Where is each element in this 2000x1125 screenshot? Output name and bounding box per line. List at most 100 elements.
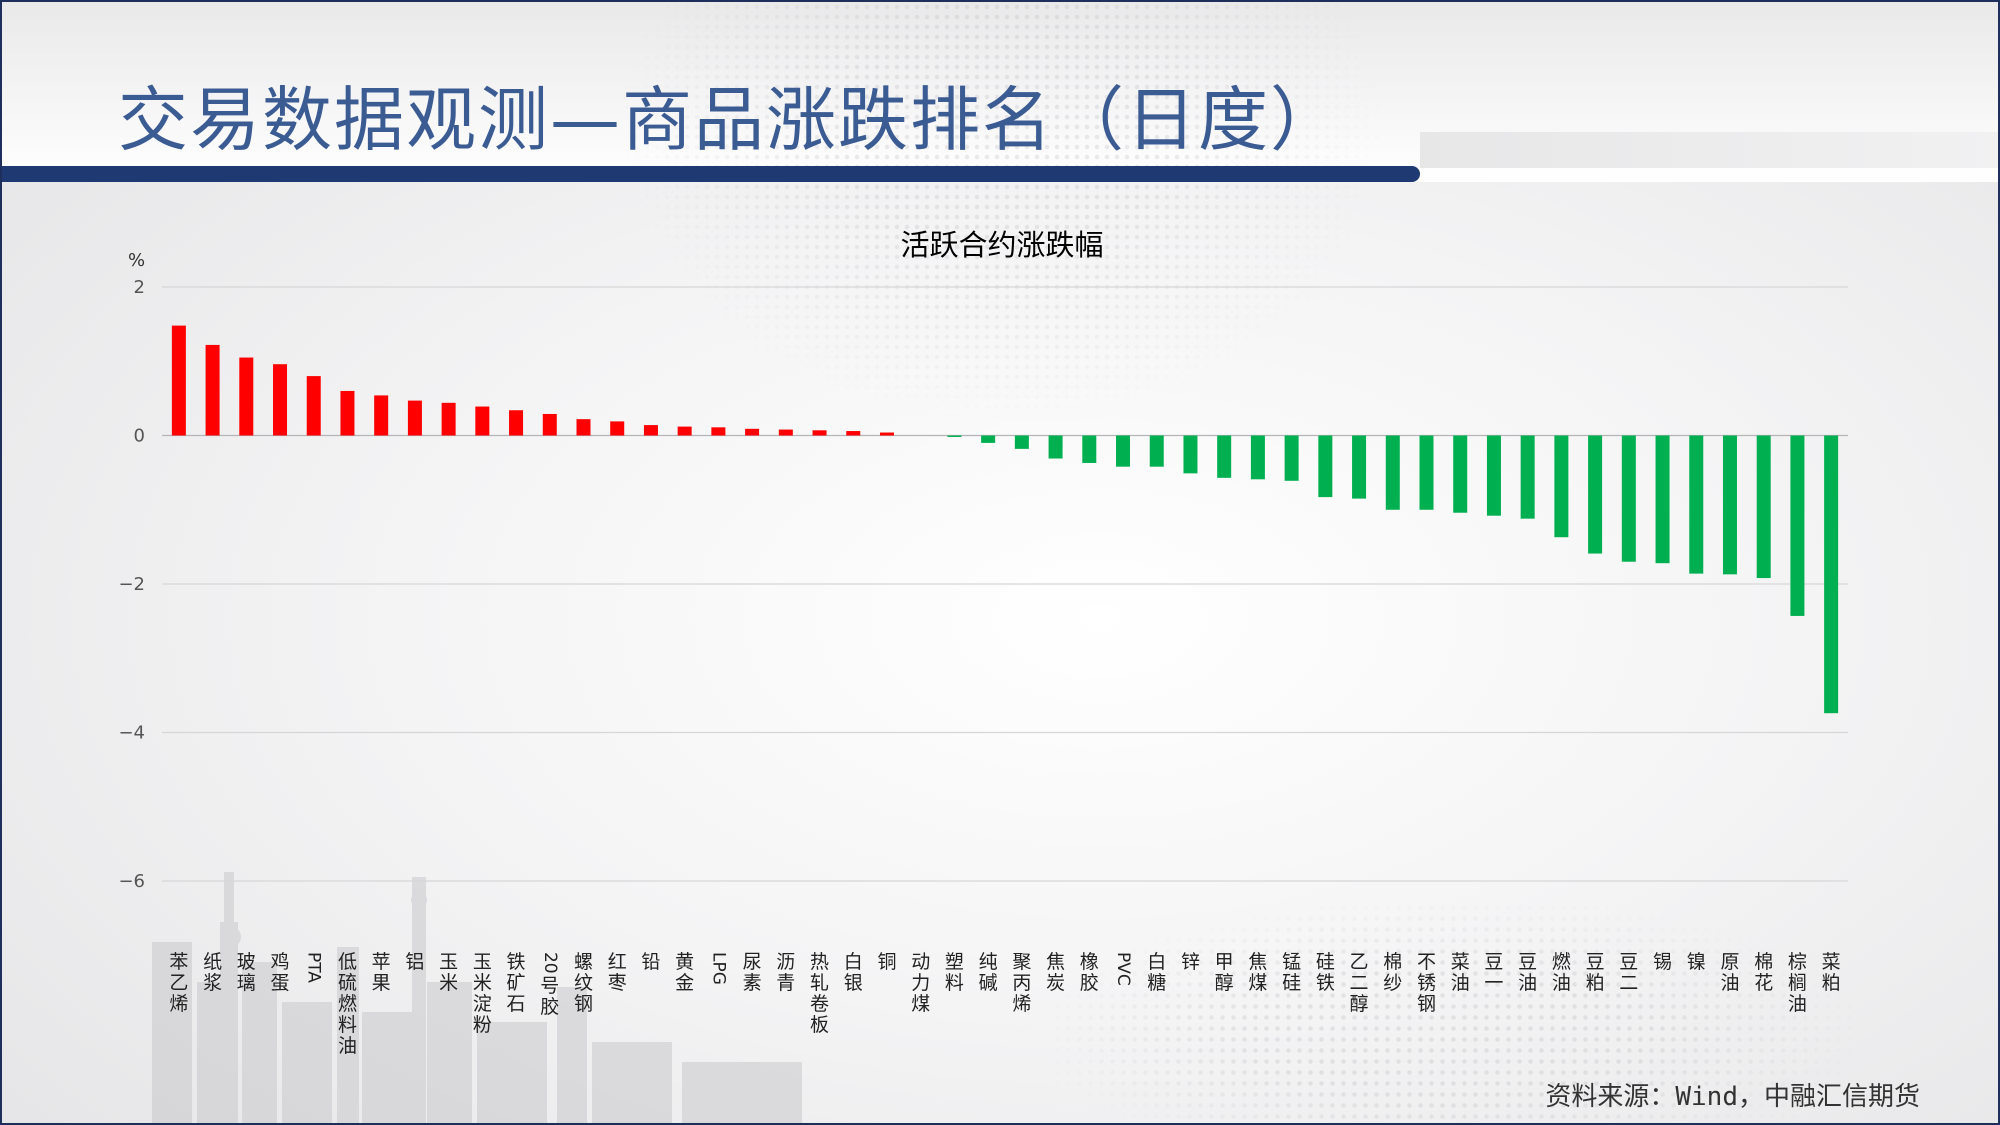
globe-decoration [1052, 902, 1852, 1123]
svg-text:油: 油 [338, 1035, 357, 1057]
x-category-label: LPG [708, 952, 728, 985]
bar [273, 364, 288, 436]
header-rule [2, 166, 1420, 182]
x-category-label: 聚丙烯 [1012, 951, 1031, 1015]
y-tick-label: −6 [118, 871, 145, 892]
svg-text:PVC: PVC [1113, 952, 1133, 986]
svg-text:白: 白 [844, 951, 863, 973]
svg-text:纹: 纹 [574, 972, 593, 994]
bar [1621, 435, 1636, 562]
svg-text:沥: 沥 [776, 951, 795, 973]
svg-text:铜: 铜 [877, 951, 896, 973]
x-category-label: 白银 [844, 951, 863, 994]
bar [947, 435, 962, 437]
svg-text:铁: 铁 [507, 951, 526, 973]
x-category-label: PTA [304, 952, 324, 983]
x-category-label: 豆粕 [1586, 951, 1605, 994]
x-category-label: 黄金 [675, 951, 694, 994]
bar [1689, 435, 1704, 574]
svg-text:塑: 塑 [945, 951, 964, 973]
bar [1048, 435, 1063, 459]
svg-text:油: 油 [1552, 972, 1571, 994]
svg-text:号: 号 [540, 975, 559, 997]
bar [205, 344, 220, 436]
svg-text:乙: 乙 [169, 972, 188, 994]
bar [1722, 435, 1737, 575]
x-category-label: 苯乙烯 [169, 951, 188, 1015]
bar [643, 425, 658, 436]
svg-text:棉: 棉 [1754, 951, 1773, 973]
svg-text:炭: 炭 [1046, 972, 1065, 994]
svg-text:矿: 矿 [507, 972, 526, 994]
bar [576, 419, 591, 436]
svg-text:锡: 锡 [1653, 951, 1672, 973]
svg-text:玉: 玉 [439, 951, 458, 973]
svg-text:玻: 玻 [237, 951, 256, 973]
bar [1318, 435, 1333, 498]
bar [1217, 435, 1232, 478]
bar [1588, 435, 1603, 554]
svg-text:纸: 纸 [203, 951, 222, 973]
svg-text:油: 油 [1518, 972, 1537, 994]
x-category-label: 菜油 [1451, 951, 1470, 994]
bar [1014, 435, 1029, 449]
bar [677, 426, 692, 436]
bar [441, 402, 456, 436]
svg-text:尿: 尿 [743, 951, 762, 973]
svg-text:钢: 钢 [1417, 993, 1436, 1015]
svg-text:丙: 丙 [1012, 972, 1031, 994]
bar [1824, 435, 1839, 714]
x-category-label: 镍 [1687, 951, 1706, 973]
svg-text:粕: 粕 [1586, 972, 1605, 994]
svg-text:焦: 焦 [1046, 951, 1065, 973]
svg-text:铁: 铁 [1316, 972, 1335, 994]
bar [171, 325, 186, 436]
svg-text:浆: 浆 [203, 972, 222, 994]
svg-text:卷: 卷 [810, 993, 829, 1015]
page-title: 交易数据观测—商品涨跌排名（日度） [118, 79, 1342, 161]
x-category-label: 豆油 [1518, 951, 1537, 994]
x-category-label: 锡 [1653, 951, 1672, 973]
x-category-label: 尿素 [743, 951, 762, 994]
svg-text:锰: 锰 [1282, 951, 1301, 973]
svg-text:棕: 棕 [1788, 951, 1807, 973]
y-tick-label: −2 [118, 574, 145, 595]
svg-text:燃: 燃 [338, 993, 357, 1015]
bar [1116, 435, 1131, 467]
svg-text:菜: 菜 [1451, 951, 1470, 973]
y-tick-label: 0 [134, 426, 145, 447]
bar [879, 432, 894, 436]
svg-text:红: 红 [608, 951, 627, 973]
x-category-label: 乙二醇 [1350, 951, 1369, 1015]
svg-text:豆: 豆 [1619, 951, 1638, 973]
bar [1520, 435, 1535, 519]
bar [509, 410, 524, 436]
bar [1082, 435, 1097, 463]
bar [374, 395, 389, 436]
bar [981, 435, 996, 443]
svg-text:聚: 聚 [1012, 951, 1031, 973]
x-category-label: 豆一 [1484, 951, 1503, 994]
x-category-label: 铜 [877, 951, 896, 973]
x-category-label: 纯碱 [979, 951, 998, 994]
svg-text:淀: 淀 [473, 993, 492, 1015]
bar [1385, 435, 1400, 510]
svg-text:力: 力 [911, 972, 930, 994]
bar [1756, 435, 1771, 579]
x-category-label: 锌 [1181, 951, 1200, 973]
svg-text:青: 青 [776, 972, 795, 994]
bar [1655, 435, 1670, 564]
x-category-label: 硅铁 [1316, 951, 1335, 994]
x-category-label: 动力煤 [911, 951, 930, 1015]
chart-title: 活跃合约涨跌幅 [900, 228, 1104, 262]
header-fade-band [1420, 132, 1998, 168]
bar [1250, 435, 1265, 480]
svg-text:糖: 糖 [1147, 972, 1166, 994]
svg-text:苯: 苯 [169, 951, 188, 973]
svg-text:低: 低 [338, 951, 357, 973]
svg-text:煤: 煤 [1248, 972, 1267, 994]
svg-text:果: 果 [372, 972, 391, 994]
